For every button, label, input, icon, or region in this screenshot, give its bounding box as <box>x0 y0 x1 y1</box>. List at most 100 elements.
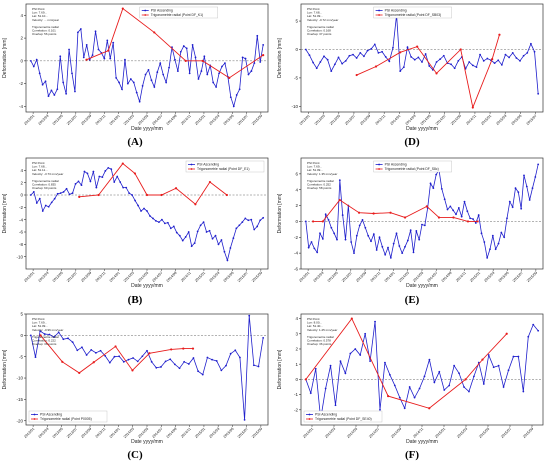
psi-point-a <box>185 47 188 50</box>
legend-label-trig-e: Trigonometrie radial (Point DF_S8c) <box>385 167 439 171</box>
legend-label-psi-d: PSI Ascending <box>385 9 407 13</box>
psi-point-d <box>493 62 496 65</box>
psi-point-c <box>34 356 37 359</box>
x-tick-label-d: 2014/09 <box>450 114 462 126</box>
y-tick-label-c: -10 <box>16 376 23 381</box>
x-tick-label-b: 2014/07 <box>151 271 163 283</box>
psi-point-c <box>81 346 83 349</box>
psi-point-d <box>537 92 540 95</box>
psi-point-d <box>344 59 347 62</box>
info-text-f: Velocity: 1.25 mm/year <box>307 328 337 332</box>
x-tick-label-c: 2014/01 <box>109 427 121 439</box>
info-text-b: Trigonometrie radial <box>32 179 59 183</box>
psi-point-a <box>182 45 185 47</box>
psi-point-a <box>76 31 79 34</box>
psi-point-f <box>388 373 391 376</box>
psi-point-f <box>359 354 362 356</box>
x-tick-label-e: 2013/03 <box>313 271 325 283</box>
psi-point-e <box>466 210 469 213</box>
psi-point-f <box>428 358 431 361</box>
y-tick-label-b: 2 <box>20 180 23 185</box>
x-tick-label-d: 2013/01 <box>299 114 311 126</box>
info-text-e: Overlap: 58 points <box>307 186 332 190</box>
x-tick-label-f: 2014/11 <box>412 427 424 439</box>
x-tick-label-e: 2015/09 <box>526 271 538 283</box>
psi-point-a <box>88 58 91 61</box>
psi-point-d <box>475 66 478 68</box>
trig-point-f <box>481 358 484 361</box>
psi-point-f <box>458 372 460 375</box>
info-text-d: Overlap: 37 points <box>307 32 332 36</box>
psi-point-b <box>47 205 50 208</box>
legend-marker-trig-d <box>378 14 380 16</box>
psi-point-e <box>304 220 307 223</box>
legend-label-trig-f: Trigonometrie radial (Point DF_SE40) <box>315 417 372 421</box>
trig-point-c <box>148 352 151 355</box>
psi-point-e <box>370 240 372 243</box>
psi-point-e <box>534 176 537 178</box>
x-tick-label-a: 2014/05 <box>137 114 149 126</box>
psi-point-e <box>525 185 528 188</box>
psi-point-c <box>146 349 148 352</box>
psi-point-a <box>153 86 156 88</box>
y-tick-label-a: 0 <box>20 58 23 63</box>
psi-point-a <box>71 72 73 75</box>
info-text-e: Lon: 7.69... <box>307 165 322 169</box>
psi-point-b <box>80 184 83 187</box>
x-tick-label-f: 2014/07 <box>368 427 380 439</box>
x-tick-label-a: 2014/09 <box>166 114 178 126</box>
psi-point-b <box>259 219 262 222</box>
psi-point-c <box>118 355 121 358</box>
psi-point-e <box>449 205 452 208</box>
psi-point-c <box>248 314 251 317</box>
x-tick-label-b: 2015/03 <box>208 271 220 283</box>
psi-point-b <box>59 192 62 195</box>
psi-point-a <box>168 66 170 69</box>
x-tick-label-c: 2014/11 <box>180 427 192 439</box>
psi-point-f <box>379 408 381 411</box>
psi-point-a <box>262 44 265 46</box>
info-text-d: Correlation: 0.168 <box>307 29 331 33</box>
psi-point-c <box>262 337 265 339</box>
trig-point-e <box>389 211 392 214</box>
x-tick-label-a: 2013/05 <box>52 114 64 126</box>
x-tick-label-f: 2015/03 <box>456 427 468 439</box>
trig-point-b <box>121 162 124 165</box>
psi-point-b <box>128 192 131 195</box>
x-tick-label-e: 2013/09 <box>355 271 367 283</box>
trig-point-f <box>350 317 353 320</box>
trig-series-line-e <box>313 199 478 222</box>
psi-point-b <box>155 220 157 222</box>
psi-point-b <box>38 197 41 200</box>
x-tick-label-c: 2014/07 <box>151 427 163 439</box>
legend-label-trig-a: Trigonometrie radial (Point DF_K1) <box>151 13 203 17</box>
psi-point-b <box>62 191 65 193</box>
x-tick-label-e: 2013/11 <box>370 271 382 283</box>
trig-point-f <box>387 395 390 398</box>
trig-point-c <box>131 369 134 372</box>
psi-point-d <box>479 53 481 56</box>
trig-point-a <box>228 76 231 79</box>
psi-point-d <box>384 55 387 58</box>
y-tick-label-d: -5 <box>294 75 298 80</box>
psi-point-f <box>512 355 515 358</box>
psi-point-f <box>517 355 520 358</box>
psi-point-f <box>532 323 535 326</box>
psi-point-b <box>158 221 160 224</box>
psi-point-d <box>522 54 525 57</box>
psi-point-a <box>238 88 241 91</box>
psi-point-a <box>156 71 159 74</box>
legend-label-psi-a: PSI Ascending <box>151 9 173 13</box>
info-text-f: Lat: 51.40... <box>307 324 323 328</box>
psi-point-e <box>463 200 466 203</box>
x-tick-label-a: 2015/09 <box>251 114 263 126</box>
psi-point-e <box>432 187 435 190</box>
y-tick-label-d: 0 <box>295 47 298 52</box>
legend-box-e <box>373 160 452 173</box>
psi-point-e <box>443 198 446 201</box>
psi-point-f <box>354 348 357 350</box>
psi-point-c <box>76 349 79 352</box>
psi-point-d <box>352 53 354 56</box>
x-tick-label-a: 2014/03 <box>123 114 135 126</box>
